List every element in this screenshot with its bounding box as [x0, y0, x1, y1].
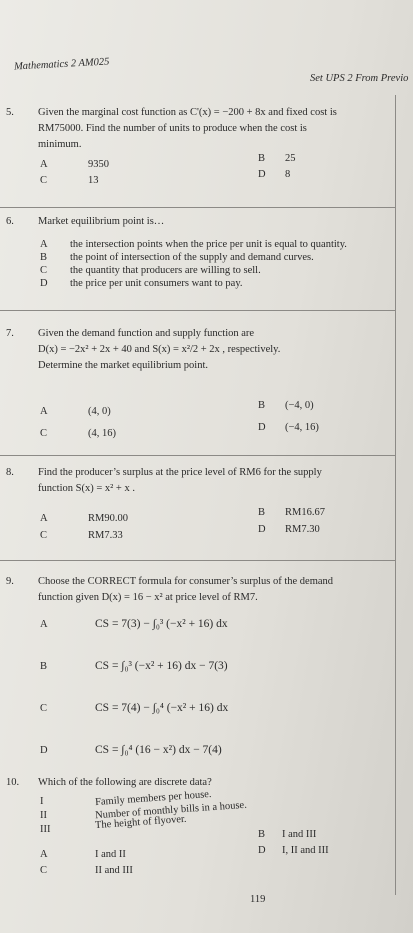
option-letter: C: [40, 175, 48, 186]
option-letter: D: [40, 745, 48, 756]
option-text: I, II and III: [282, 845, 329, 856]
option-text: I and II: [95, 849, 126, 860]
option-letter: D: [258, 845, 266, 856]
option-letter: A: [40, 619, 48, 630]
item-numeral: II: [40, 810, 47, 821]
option-text: 8: [285, 169, 291, 180]
divider: [0, 560, 395, 561]
option-letter: B: [258, 507, 266, 518]
option-text: (4, 0): [88, 406, 111, 417]
question-text: function given D(x) = 16 − x² at price l…: [38, 592, 258, 603]
option-text: RM90.00: [88, 513, 128, 524]
question-text: Find the producer’s surplus at the price…: [38, 467, 322, 478]
option-letter: A: [40, 239, 48, 250]
option-text: I and III: [282, 829, 317, 840]
option-letter: D: [258, 524, 266, 535]
option-text: CS = ∫₀⁴ (16 − x²) dx − 7(4): [95, 744, 222, 756]
option-text: 25: [285, 153, 296, 164]
option-text: the intersection points when the price p…: [70, 239, 347, 250]
question-number: 8.: [6, 467, 14, 478]
option-text: II and III: [95, 865, 133, 876]
question-text: minimum.: [38, 139, 82, 150]
option-text: CS = 7(3) − ∫₀³ (−x² + 16) dx: [95, 618, 228, 630]
question-text: Which of the following are discrete data…: [38, 777, 212, 788]
margin-line: [395, 95, 396, 895]
question-number: 10.: [6, 777, 20, 788]
question-text: Given the marginal cost function as C'(x…: [38, 107, 337, 118]
divider: [0, 310, 395, 311]
question-text: D(x) = −2x² + 2x + 40 and S(x) = x²/2 + …: [38, 344, 281, 355]
option-text: (−4, 16): [285, 422, 319, 433]
option-letter: C: [40, 428, 48, 439]
option-letter: A: [40, 513, 48, 524]
item-numeral: I: [40, 796, 44, 807]
set-label: Set UPS 2 From Previo: [310, 73, 409, 84]
option-text: the price per unit consumers want to pay…: [70, 278, 243, 289]
option-letter: B: [40, 661, 48, 672]
option-text: the point of intersection of the supply …: [70, 252, 314, 263]
question-number: 6.: [6, 216, 14, 227]
option-letter: B: [258, 400, 266, 411]
option-text: the quantity that producers are willing …: [70, 265, 261, 276]
option-letter: C: [40, 865, 48, 876]
option-letter: C: [40, 703, 48, 714]
question-number: 9.: [6, 576, 14, 587]
question-text: RM75000. Find the number of units to pro…: [38, 123, 307, 134]
option-letter: D: [258, 169, 266, 180]
option-letter: D: [40, 278, 48, 289]
option-text: RM7.30: [285, 524, 320, 535]
option-text: RM16.67: [285, 507, 325, 518]
question-number: 7.: [6, 328, 14, 339]
question-text: Determine the market equilibrium point.: [38, 360, 208, 371]
option-letter: C: [40, 265, 48, 276]
option-letter: B: [258, 153, 266, 164]
option-letter: C: [40, 530, 48, 541]
option-letter: A: [40, 849, 48, 860]
question-number: 5.: [6, 107, 14, 118]
course-title: Mathematics 2 AM025: [13, 56, 110, 73]
option-text: CS = 7(4) − ∫₀⁴ (−x² + 16) dx: [95, 702, 229, 714]
question-text: Choose the CORRECT formula for consumer’…: [38, 576, 334, 587]
option-text: CS = ∫₀³ (−x² + 16) dx − 7(3): [95, 660, 228, 672]
option-letter: B: [258, 829, 266, 840]
divider: [0, 207, 395, 208]
option-letter: B: [40, 252, 48, 263]
item-numeral: III: [40, 824, 51, 835]
option-text: 13: [88, 175, 99, 186]
option-text: (4, 16): [88, 428, 116, 439]
question-text: Market equilibrium point is…: [38, 216, 165, 227]
question-text: function S(x) = x² + x .: [38, 483, 135, 494]
option-text: 9350: [88, 159, 109, 170]
divider: [0, 455, 395, 456]
option-text: RM7.33: [88, 530, 123, 541]
option-letter: A: [40, 159, 48, 170]
page-number: 119: [250, 894, 266, 905]
option-letter: D: [258, 422, 266, 433]
option-text: (−4, 0): [285, 400, 314, 411]
option-letter: A: [40, 406, 48, 417]
question-text: Given the demand function and supply fun…: [38, 328, 255, 339]
